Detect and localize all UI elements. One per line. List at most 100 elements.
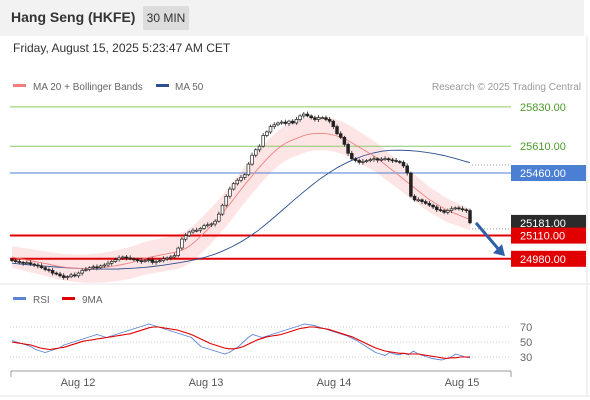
candle-body (213, 220, 217, 225)
candle-body (87, 267, 92, 270)
candle-body (331, 120, 336, 127)
candle-body (17, 261, 22, 263)
candle-body (235, 179, 240, 185)
candle-body (98, 265, 103, 269)
candle-body (327, 119, 332, 122)
chart-title: Hang Seng (HKFE) (11, 9, 136, 25)
candle-body (427, 203, 432, 206)
candle-body (28, 262, 33, 265)
candle-body (368, 159, 373, 161)
level-label-box (511, 165, 586, 181)
candle-body (220, 204, 225, 215)
x-tick-label: Aug 14 (317, 377, 352, 389)
candle-body (95, 266, 99, 269)
candle-body (165, 257, 169, 260)
candle-body (290, 120, 295, 124)
candle-body (435, 206, 439, 211)
candle-body (442, 210, 446, 213)
x-tick-label: Aug 15 (445, 377, 480, 389)
candle-body (154, 261, 158, 263)
candle-body (276, 122, 280, 126)
candle-body (180, 238, 184, 249)
candle-body (157, 260, 162, 262)
rsi-ma-legend-swatch (62, 297, 75, 300)
candle-body (464, 209, 469, 212)
candle-body (350, 153, 354, 160)
rsi-tick-label: 30 (520, 352, 532, 364)
candle-body (39, 265, 44, 269)
candle-body (386, 158, 391, 161)
candle-body (80, 270, 84, 274)
candle-body (132, 258, 136, 261)
candle-body (379, 158, 384, 161)
candle-body (261, 135, 265, 147)
candle-body (457, 207, 461, 210)
level-label: 25110.00 (520, 231, 565, 243)
candle-body (183, 235, 188, 240)
candle-body (143, 260, 147, 262)
ma20-legend-label: MA 20 + Bollinger Bands (33, 82, 143, 93)
candle-body (65, 276, 70, 278)
candle-body (239, 177, 243, 181)
candle-body (353, 158, 358, 161)
timestamp: Friday, August 15, 2025 5:23:47 AM CET (13, 41, 231, 55)
candle-body (375, 158, 380, 161)
rsi-ma-legend-label: 9MA (82, 295, 103, 306)
candle-body (453, 207, 457, 210)
candle-body (265, 131, 269, 136)
candle-body (91, 266, 96, 269)
rsi-legend-swatch (13, 297, 26, 300)
candle-body (106, 262, 110, 266)
candle-body (313, 117, 317, 120)
level-label-box (511, 214, 586, 231)
forecast-arrow (474, 221, 503, 254)
candle-body (121, 256, 125, 259)
candle-body (420, 199, 424, 202)
rsi-line (11, 323, 471, 361)
level-label: 24980.00 (520, 254, 566, 266)
candle-body (279, 121, 284, 124)
rsi-pane: 70 50 30 (10, 322, 532, 364)
candle-body (305, 113, 310, 117)
candle-body (109, 261, 114, 264)
candle-body (324, 117, 328, 120)
candle-body (102, 264, 107, 267)
candle-body (194, 229, 199, 232)
candle-body (206, 224, 210, 227)
candle-body (198, 228, 203, 231)
interval-button[interactable]: 30 MIN (143, 6, 189, 30)
price-pane: 25830.00 25610.00 25460.00 25181.0025110.00… (10, 102, 586, 283)
x-tick-label: Aug 13 (189, 377, 224, 389)
ma20-legend-swatch (13, 84, 26, 87)
candle-body (84, 269, 88, 271)
candle-body (150, 259, 155, 263)
candle-body (73, 274, 77, 277)
candle-body (316, 117, 321, 120)
candle-body (209, 223, 214, 226)
candle-body (21, 261, 25, 264)
candle-body (372, 158, 376, 161)
rsi-ma-line (11, 326, 470, 360)
level-label-box (511, 227, 586, 244)
candle-body (412, 195, 417, 201)
candle-body (202, 225, 206, 229)
candle-body (172, 255, 177, 258)
candle-body (176, 247, 180, 256)
candle-body (69, 274, 73, 278)
candle-body (416, 199, 421, 202)
candle-body (449, 208, 454, 211)
candle-body (250, 154, 254, 165)
candle-body (58, 273, 62, 277)
candle-body (398, 161, 402, 163)
rsi-tick-label: 70 (520, 322, 532, 334)
candle-body (76, 272, 81, 277)
candle-body (390, 159, 395, 162)
candle-body (257, 145, 262, 151)
candle-body (50, 270, 55, 274)
candle-body (335, 126, 339, 135)
candle-body (36, 264, 40, 267)
level-label: 25830.00 (520, 102, 566, 114)
candle-body (342, 136, 347, 145)
candle-body (169, 256, 173, 259)
